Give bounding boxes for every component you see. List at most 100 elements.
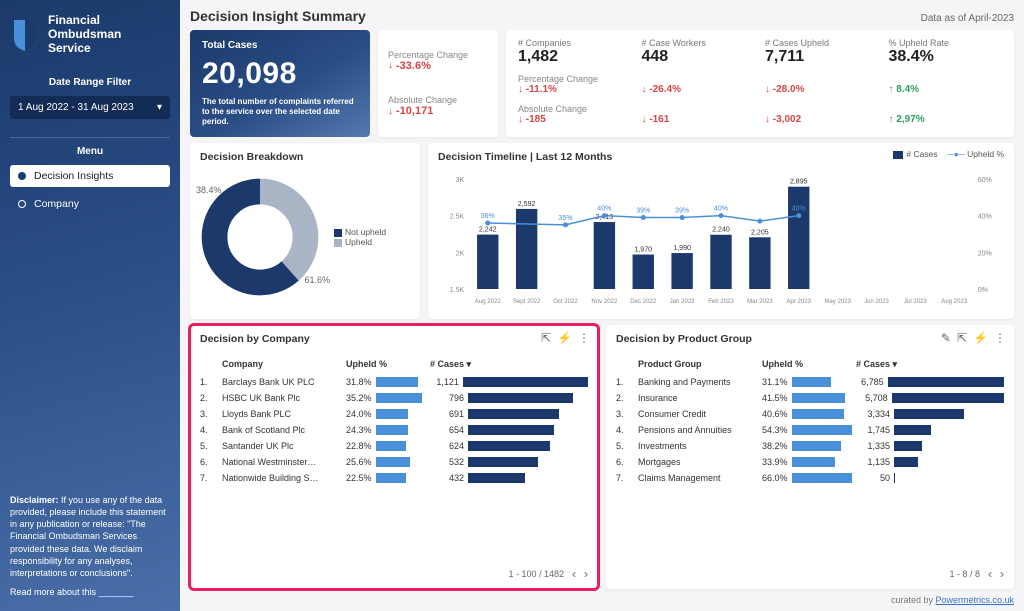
date-range-value: 1 Aug 2022 - 31 Aug 2023	[18, 102, 134, 113]
cases-cell: 1,135	[856, 457, 1004, 467]
row-name: Investments	[638, 441, 758, 451]
svg-text:Dec 2022: Dec 2022	[630, 299, 657, 305]
svg-text:40%: 40%	[714, 206, 728, 213]
more-icon[interactable]: ⋮	[578, 331, 590, 345]
decision-timeline-card: Decision Timeline | Last 12 Months # Cas…	[428, 143, 1014, 319]
pct-change-value: ↓-33.6%	[388, 60, 488, 72]
chevron-down-icon: ▾	[157, 102, 162, 113]
row-index: 5.	[200, 441, 218, 451]
cases-cell: 432	[430, 473, 588, 483]
svg-text:39%: 39%	[675, 208, 689, 215]
card-actions: ✎ ⇱ ⚡ ⋮	[941, 331, 1006, 345]
pager: 1 - 100 / 1482 ‹ ›	[200, 563, 588, 581]
svg-text:1,970: 1,970	[634, 247, 652, 254]
table-row[interactable]: 7. Nationwide Building S… 22.5% 432	[200, 470, 588, 486]
table-row[interactable]: 3. Lloyds Bank PLC 24.0% 691	[200, 406, 588, 422]
table-row[interactable]: 2. Insurance 41.5% 5,708	[616, 390, 1004, 406]
read-more-link[interactable]: _______	[99, 587, 134, 597]
footer-link[interactable]: Powermetrics.co.uk	[935, 595, 1014, 605]
table-row[interactable]: 7. Claims Management 66.0% 50	[616, 470, 1004, 486]
row-index: 5.	[616, 441, 634, 451]
donut-seg-label: 38.4%	[196, 185, 222, 195]
cases-cell: 654	[430, 425, 588, 435]
upheld-cell: 66.0%	[762, 473, 852, 483]
table-row[interactable]: 4. Bank of Scotland Plc 24.3% 654	[200, 422, 588, 438]
disclaimer: Disclaimer: If you use any of the data p…	[10, 494, 170, 579]
export-icon[interactable]: ⇱	[541, 331, 551, 345]
total-cases-subtitle: The total number of complaints referred …	[202, 97, 358, 127]
kpi-value: 448	[642, 48, 756, 66]
row-name: Barclays Bank UK PLC	[222, 377, 342, 387]
cases-cell: 1,121	[430, 377, 588, 387]
svg-text:Nov 2022: Nov 2022	[591, 299, 618, 305]
donut-title: Decision Breakdown	[200, 151, 410, 163]
svg-text:Aug 2023: Aug 2023	[941, 299, 968, 305]
sort-cases[interactable]: # Cases ▾	[430, 359, 588, 370]
row-index: 2.	[200, 393, 218, 403]
svg-text:1.5K: 1.5K	[450, 287, 465, 294]
svg-text:Sept 2022: Sept 2022	[513, 299, 541, 305]
kpi-value: 1,482	[518, 48, 632, 66]
cases-cell: 796	[430, 393, 588, 403]
prev-page[interactable]: ‹	[988, 567, 992, 581]
kpi-pct-delta: ↓ -11.1%	[518, 84, 632, 95]
row-index: 4.	[200, 425, 218, 435]
table-row[interactable]: 1. Barclays Bank UK PLC 31.8% 1,121	[200, 374, 588, 390]
menu-item-decision-insights[interactable]: Decision Insights	[10, 165, 170, 187]
brand-name: Financial Ombudsman Service	[48, 14, 121, 55]
row-name: Bank of Scotland Plc	[222, 425, 342, 435]
table-row[interactable]: 3. Consumer Credit 40.6% 3,334	[616, 406, 1004, 422]
row-index: 3.	[616, 409, 634, 419]
next-page[interactable]: ›	[1000, 567, 1004, 581]
row-index: 7.	[200, 473, 218, 483]
lightning-icon[interactable]: ⚡	[557, 331, 572, 345]
table-row[interactable]: 5. Santander UK Plc 22.8% 624	[200, 438, 588, 454]
upheld-cell: 35.2%	[346, 393, 426, 403]
menu-item-company[interactable]: Company	[10, 193, 170, 215]
kpi-abs-delta: ↓ -3,002	[765, 114, 879, 125]
svg-text:39%: 39%	[636, 208, 650, 215]
date-range-dropdown[interactable]: 1 Aug 2022 - 31 Aug 2023 ▾	[10, 96, 170, 119]
next-page[interactable]: ›	[584, 567, 588, 581]
svg-text:40%: 40%	[792, 206, 806, 213]
cases-cell: 532	[430, 457, 588, 467]
read-more: Read more about this _______	[10, 587, 170, 597]
cases-cell: 1,745	[856, 425, 1004, 435]
date-range-label: Date Range Filter	[10, 77, 170, 88]
table-row[interactable]: 4. Pensions and Annuities 54.3% 1,745	[616, 422, 1004, 438]
more-icon[interactable]: ⋮	[994, 331, 1006, 345]
row-name: Claims Management	[638, 473, 758, 483]
export-icon[interactable]: ⇱	[957, 331, 967, 345]
svg-text:Jan 2023: Jan 2023	[670, 299, 696, 305]
row-index: 1.	[616, 377, 634, 387]
abs-change-label: Absolute Change	[388, 95, 488, 105]
table-row[interactable]: 2. HSBC UK Bank Plc 35.2% 796	[200, 390, 588, 406]
table-row[interactable]: 1. Banking and Payments 31.1% 6,785	[616, 374, 1004, 390]
prev-page[interactable]: ‹	[572, 567, 576, 581]
edit-icon[interactable]: ✎	[941, 331, 951, 345]
table-row[interactable]: 5. Investments 38.2% 1,335	[616, 438, 1004, 454]
tables-row: Decision by Company ⇱ ⚡ ⋮ Company Upheld…	[190, 325, 1014, 589]
pager: 1 - 8 / 8 ‹ ›	[616, 563, 1004, 581]
cases-cell: 691	[430, 409, 588, 419]
lightning-icon[interactable]: ⚡	[973, 331, 988, 345]
row-index: 4.	[616, 425, 634, 435]
svg-text:60%: 60%	[978, 177, 992, 184]
table-row[interactable]: 6. National Westminster… 25.6% 532	[200, 454, 588, 470]
row-index: 6.	[200, 457, 218, 467]
cases-cell: 624	[430, 441, 588, 451]
svg-text:2K: 2K	[456, 250, 465, 257]
svg-text:Jul 2023: Jul 2023	[904, 299, 928, 305]
company-title: Decision by Company	[200, 333, 588, 345]
main: Decision Insight Summary Data as of Apri…	[180, 0, 1024, 611]
sort-cases[interactable]: # Cases ▾	[856, 359, 1004, 370]
topbar: Decision Insight Summary Data as of Apri…	[190, 8, 1014, 24]
row-index: 1.	[200, 377, 218, 387]
upheld-cell: 31.8%	[346, 377, 426, 387]
row-name: Banking and Payments	[638, 377, 758, 387]
table-row[interactable]: 6. Mortgages 33.9% 1,135	[616, 454, 1004, 470]
svg-text:40%: 40%	[978, 214, 992, 221]
donut-seg-label: 61.6%	[304, 275, 330, 285]
kpi-label: # Cases Upheld	[765, 38, 879, 48]
kpi-value: 7,711	[765, 48, 879, 66]
